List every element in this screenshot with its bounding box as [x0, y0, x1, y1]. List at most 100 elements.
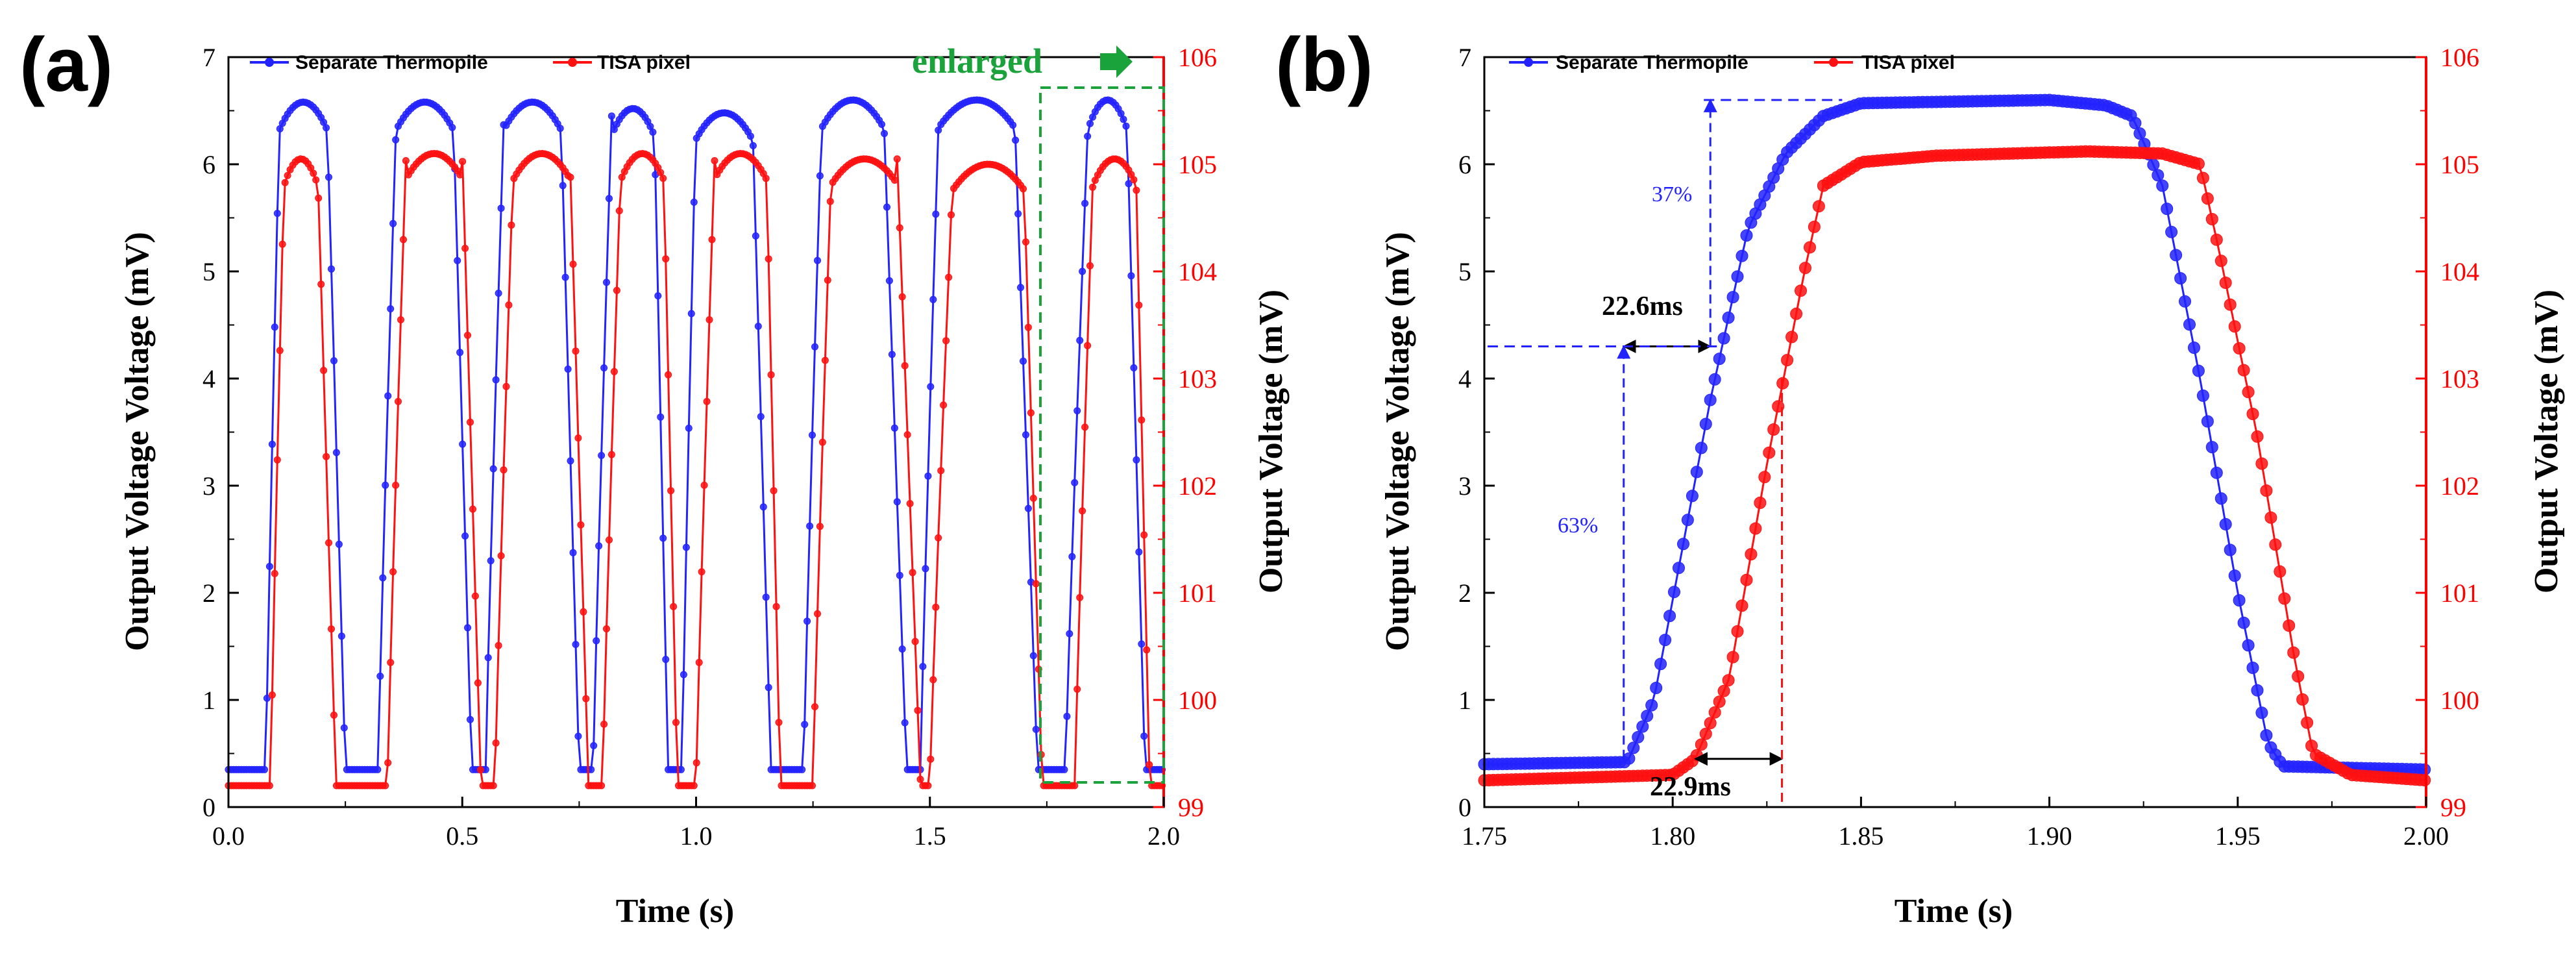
data-point-tisa-a: [1089, 183, 1096, 191]
y-tick-label-a: 1: [202, 686, 215, 715]
data-point-thermopile-b: [1654, 658, 1667, 671]
data-point-tisa-b: [1781, 354, 1794, 367]
y2-tick-label-b: 100: [2440, 686, 2479, 715]
data-point-thermopile-b: [2133, 127, 2146, 140]
data-point-tisa-a: [572, 347, 580, 355]
data-point-tisa-a: [265, 782, 273, 790]
legend-marker-tisa-b: [1829, 58, 1838, 67]
data-point-tisa-a: [402, 157, 410, 164]
data-point-tisa-a: [1143, 646, 1151, 654]
data-point-tisa-a: [711, 157, 718, 164]
legend-marker-thermopile-a: [265, 58, 274, 67]
annotation-rise-time-tisa: 22.9ms: [1650, 772, 1731, 802]
data-point-thermopile-b: [1673, 562, 1685, 575]
legend-marker-thermopile-b: [1524, 58, 1533, 67]
data-point-thermopile-a: [376, 672, 384, 680]
annotation-rise-time-thermopile: 22.6ms: [1602, 292, 1683, 321]
data-point-tisa-a: [495, 641, 502, 649]
data-point-tisa-a: [703, 397, 711, 405]
data-point-thermopile-a: [261, 766, 268, 773]
data-point-tisa-b: [1799, 262, 1811, 275]
data-point-thermopile-a: [263, 694, 271, 702]
data-point-thermopile-b: [2152, 169, 2165, 182]
data-point-thermopile-b: [2228, 569, 2241, 582]
panel-b-data-layer: [1478, 93, 2431, 787]
data-point-tisa-b: [1785, 330, 1798, 343]
data-point-tisa-a: [821, 356, 829, 364]
data-point-thermopile-b: [1708, 373, 1721, 386]
data-point-thermopile-a: [595, 542, 603, 550]
x-tick-label-b: 1.75: [1462, 821, 1507, 851]
data-point-thermopile-a: [1071, 479, 1079, 486]
data-point-tisa-a: [1146, 761, 1153, 769]
data-point-tisa-a: [598, 782, 606, 790]
data-point-tisa-b: [2228, 320, 2241, 333]
data-point-tisa-b: [1713, 695, 1726, 708]
legend-a-label-tisa: TISA pixel: [597, 52, 691, 73]
data-point-thermopile-a: [1061, 766, 1068, 773]
enlarged-arrow-icon: [1100, 45, 1133, 78]
data-point-thermopile-a: [746, 132, 754, 140]
data-point-thermopile-a: [600, 364, 608, 372]
data-point-thermopile-b: [2147, 158, 2160, 171]
data-point-thermopile-b: [1704, 393, 1717, 406]
data-point-thermopile-a: [1086, 119, 1094, 127]
enlarged-label: enlarged: [912, 42, 1042, 81]
y-axis-title-a: Output Voltage Voltage (mV): [119, 232, 156, 651]
data-point-tisa-b: [2418, 774, 2431, 787]
data-point-tisa-a: [698, 568, 705, 576]
data-point-thermopile-a: [759, 503, 767, 511]
legend-b-label-tisa: TISA pixel: [1861, 52, 1955, 73]
y-tick-label-a: 5: [202, 257, 215, 286]
y-tick-label-a: 4: [202, 364, 215, 393]
panel-b: (b) 37% 63% 22.6ms 22.9ms 1.75 1.80 1.85 1.…: [1275, 22, 2565, 930]
data-point-thermopile-a: [932, 210, 940, 218]
data-point-tisa-a: [328, 625, 335, 633]
data-point-tisa-a: [911, 638, 919, 645]
data-point-thermopile-a: [881, 130, 888, 138]
data-point-tisa-a: [1133, 186, 1140, 194]
data-point-thermopile-a: [893, 498, 901, 506]
data-point-tisa-a: [767, 371, 775, 379]
data-point-tisa-b: [2192, 157, 2205, 170]
data-point-tisa-a: [665, 371, 672, 379]
data-point-tisa-a: [814, 610, 821, 617]
data-point-thermopile-a: [1073, 407, 1081, 415]
data-point-thermopile-a: [922, 565, 929, 573]
data-point-tisa-a: [508, 221, 515, 229]
data-point-tisa-b: [1726, 651, 1739, 664]
data-point-tisa-b: [2205, 213, 2218, 225]
data-point-tisa-b: [2219, 277, 2232, 289]
data-point-thermopile-a: [456, 349, 464, 356]
data-point-thermopile-b: [2179, 295, 2191, 308]
data-point-tisa-a: [1076, 593, 1084, 601]
x-tick-label-b: 1.80: [1650, 821, 1695, 851]
data-point-thermopile-a: [487, 557, 495, 565]
data-point-thermopile-a: [607, 112, 615, 120]
data-point-thermopile-a: [492, 376, 500, 384]
data-point-tisa-a: [467, 418, 474, 426]
data-point-tisa-a: [1135, 301, 1143, 309]
data-point-thermopile-a: [598, 452, 606, 459]
data-point-thermopile-a: [325, 173, 332, 181]
data-point-tisa-b: [1722, 674, 1735, 687]
series-line-tisa-b: [1484, 150, 2425, 782]
data-point-thermopile-a: [811, 343, 818, 351]
data-point-thermopile-a: [335, 540, 343, 548]
data-point-tisa-b: [2264, 511, 2277, 524]
data-point-tisa-a: [505, 301, 513, 309]
y-tick-label-b: 5: [1458, 257, 1471, 286]
panel-b-letter: (b): [1275, 22, 1373, 108]
data-point-thermopile-b: [2205, 441, 2218, 454]
x-tick-label-a: 1.5: [914, 821, 946, 851]
data-point-thermopile-a: [559, 182, 567, 190]
y2-tick-label-b: 102: [2440, 471, 2479, 501]
data-point-thermopile-a: [1140, 732, 1148, 740]
data-point-tisa-b: [2301, 716, 2314, 729]
y2-axis-title-a: Output Voltage (mV): [1253, 290, 1290, 593]
data-point-tisa-b: [2292, 670, 2305, 683]
data-point-thermopile-b: [1645, 699, 1658, 712]
data-point-thermopile-a: [569, 549, 577, 556]
data-point-tisa-a: [278, 240, 286, 248]
data-point-tisa-a: [580, 608, 587, 616]
